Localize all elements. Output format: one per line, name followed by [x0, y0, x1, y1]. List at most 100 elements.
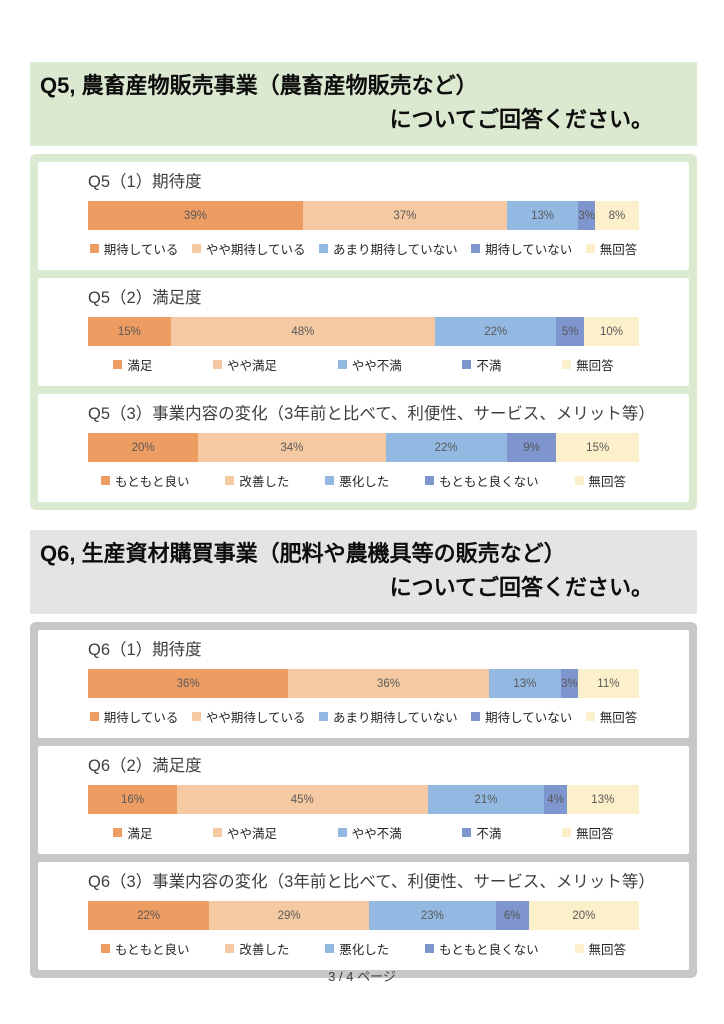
legend-label: 無回答 — [588, 943, 627, 957]
bar-segment-value: 29% — [277, 909, 301, 922]
legend-item: あまり期待していない — [318, 707, 458, 726]
bar-segment-value: 20% — [572, 909, 596, 922]
legend-label: やや期待している — [205, 243, 306, 257]
legend-color-marker-icon — [585, 712, 595, 721]
chart-legend: 満足 やや満足 やや不満 不満 無回答 — [83, 823, 644, 842]
chart-panel-q5-2: Q5（2）満足度 15% 48% 22% 5% 10% 満足 やや満足 やや不満 不満 無回答 — [38, 278, 689, 386]
legend-item: もともと良くない — [425, 471, 539, 490]
bar-segment-value: 36% — [377, 677, 401, 690]
bar-segment: 11% — [577, 669, 639, 698]
bar-segment: 8% — [594, 201, 639, 230]
legend-color-marker-icon — [100, 476, 110, 485]
legend-label: やや期待している — [205, 711, 306, 725]
legend-label: あまり期待していない — [332, 243, 458, 257]
legend-item: 不満 — [462, 823, 501, 842]
bar-segment-value: 15% — [586, 441, 610, 454]
chart-group-frame: Q5（1）期待度 39% 37% 13% 3% 8% 期待している やや期待している あまり… — [30, 154, 697, 510]
legend-label: やや不満 — [351, 359, 402, 373]
bar-segment-value: 15% — [117, 325, 141, 338]
chart-panel-q6-2: Q6（2）満足度 16% 45% 21% 4% 13% 満足 やや満足 やや不満 不満 無回答 — [38, 746, 689, 854]
legend-color-marker-icon — [574, 476, 584, 485]
legend-item: 悪化した — [325, 939, 389, 958]
bar-segment-value: 11% — [597, 677, 620, 690]
legend-item: やや期待している — [191, 239, 306, 258]
legend-color-marker-icon — [318, 244, 328, 253]
legend-label: あまり期待していない — [332, 711, 458, 725]
legend-label: やや満足 — [227, 827, 278, 841]
stacked-bar: 39% 37% 13% 3% 8% — [88, 201, 639, 230]
legend-color-marker-icon — [462, 828, 472, 837]
legend-color-marker-icon — [213, 828, 223, 837]
bar-segment: 5% — [556, 317, 584, 346]
legend-color-marker-icon — [191, 244, 201, 253]
bar-segment-value: 13% — [591, 793, 615, 806]
legend-item: 無回答 — [574, 939, 627, 958]
bar-segment-value: 13% — [513, 677, 537, 690]
legend-color-marker-icon — [225, 476, 235, 485]
bar-segment: 20% — [528, 901, 640, 930]
bar-segment: 29% — [209, 901, 370, 930]
chart-panel-q5-3: Q5（3）事業内容の変化（3年前と比べて、利便性、サービス、メリット等） 20%… — [38, 394, 689, 502]
bar-segment: 15% — [88, 317, 171, 346]
bar-segment-value: 37% — [393, 209, 417, 222]
legend-label: 無回答 — [576, 359, 614, 373]
bar-segment: 16% — [88, 785, 178, 814]
bar-segment: 36% — [88, 669, 289, 698]
legend-item: 無回答 — [585, 707, 638, 726]
legend-color-marker-icon — [113, 360, 123, 369]
bar-segment-value: 10% — [599, 325, 623, 338]
section-title-line1: Q5, 農畜産物販売事業（農畜産物販売など） — [40, 73, 478, 98]
legend-label: 無回答 — [599, 711, 638, 725]
chart-title: Q5（1）期待度 — [88, 173, 202, 191]
legend-label: 改善した — [239, 943, 290, 957]
legend-label: 満足 — [127, 827, 153, 841]
bar-segment-value: 3% — [578, 209, 595, 222]
legend-item: 悪化した — [325, 471, 389, 490]
bar-segment: 45% — [177, 785, 428, 814]
legend-color-marker-icon — [89, 244, 99, 253]
legend-item: 無回答 — [562, 823, 614, 842]
chart-panel-q6-3: Q6（3）事業内容の変化（3年前と比べて、利便性、サービス、メリット等） 22%… — [38, 862, 689, 970]
bar-segment: 4% — [544, 785, 567, 814]
stacked-bar: 15% 48% 22% 5% 10% — [88, 317, 639, 346]
bar-segment-value: 39% — [183, 209, 207, 222]
legend-color-marker-icon — [471, 712, 481, 721]
chart-panel-q5-1: Q5（1）期待度 39% 37% 13% 3% 8% 期待している やや期待している あまり… — [38, 162, 689, 270]
bar-segment-value: 22% — [434, 441, 458, 454]
legend-item: もともと良い — [100, 939, 189, 958]
legend-label: 無回答 — [576, 827, 614, 841]
chart-title: Q6（3）事業内容の変化（3年前と比べて、利便性、サービス、メリット等） — [88, 873, 655, 891]
legend-item: 改善した — [225, 471, 289, 490]
legend-color-marker-icon — [318, 712, 328, 721]
chart-legend: 満足 やや満足 やや不満 不満 無回答 — [83, 355, 644, 374]
legend-item: やや期待している — [191, 707, 306, 726]
legend-color-marker-icon — [191, 712, 201, 721]
bar-segment: 3% — [578, 201, 595, 230]
legend-label: やや満足 — [227, 359, 278, 373]
stacked-bar: 22% 29% 23% 6% 20% — [88, 901, 640, 930]
bar-segment-value: 16% — [121, 793, 145, 806]
legend-item: 期待していない — [471, 707, 572, 726]
bar-segment: 39% — [88, 201, 303, 230]
legend-label: 改善した — [239, 475, 290, 489]
section-title-line2: についてご回答ください。 — [389, 575, 653, 600]
legend-item: 期待している — [89, 707, 178, 726]
legend-color-marker-icon — [337, 828, 347, 837]
section-title-line2: についてご回答ください。 — [389, 107, 653, 132]
bar-segment-value: 4% — [547, 793, 564, 806]
legend-label: 期待していない — [485, 711, 573, 725]
legend-color-marker-icon — [574, 944, 584, 953]
legend-color-marker-icon — [337, 360, 347, 369]
bar-segment-value: 13% — [531, 209, 555, 222]
legend-label: もともと良くない — [439, 475, 539, 489]
section-q5: Q5, 農畜産物販売事業（農畜産物販売など） についてご回答ください。 Q5（1… — [30, 62, 697, 510]
bar-segment-value: 8% — [608, 209, 626, 222]
bar-segment-value: 21% — [474, 793, 498, 806]
bar-segment: 21% — [427, 785, 545, 814]
legend-color-marker-icon — [113, 828, 123, 837]
bar-segment: 10% — [583, 317, 639, 346]
legend-item: 改善した — [225, 939, 289, 958]
chart-group-frame: Q6（1）期待度 36% 36% 13% 3% 11% 期待している やや期待している あま… — [30, 622, 697, 978]
chart-title: Q6（2）満足度 — [88, 757, 202, 775]
bar-segment: 48% — [170, 317, 436, 346]
